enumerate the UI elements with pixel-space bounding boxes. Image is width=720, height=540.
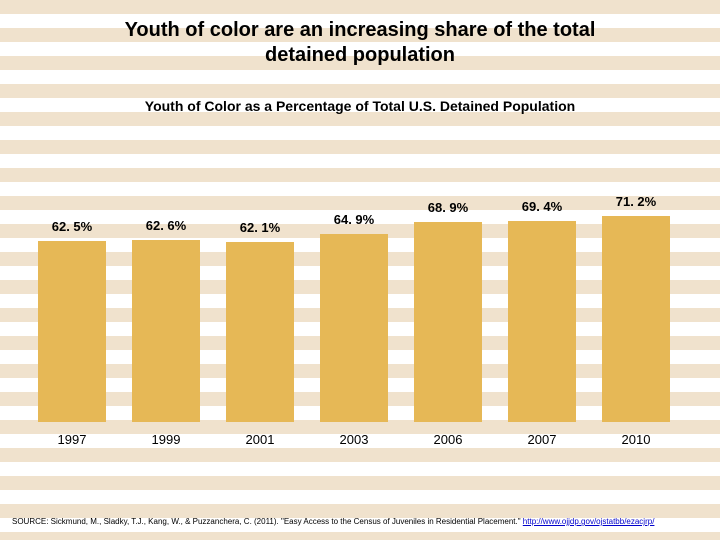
bar-slot: 62. 1%	[226, 242, 294, 422]
chart-x-axis: 1997 1999 2001 2003 2006 2007 2010	[30, 432, 690, 452]
chart-subtitle: Youth of Color as a Percentage of Total …	[30, 98, 690, 114]
x-axis-label: 2006	[414, 432, 482, 447]
slide-content: Youth of color are an increasing share o…	[0, 0, 720, 540]
bar-slot: 64. 9%	[320, 234, 388, 422]
bar	[132, 240, 200, 422]
bar-value-label: 71. 2%	[602, 194, 670, 209]
x-axis-label: 2007	[508, 432, 576, 447]
bar-value-label: 69. 4%	[508, 199, 576, 214]
bar-chart: 62. 5% 62. 6% 62. 1% 64. 9% 68. 9% 69. 4% 71. …	[30, 132, 690, 452]
bar-slot: 62. 6%	[132, 240, 200, 422]
chart-plot-area: 62. 5% 62. 6% 62. 1% 64. 9% 68. 9% 69. 4% 71. …	[30, 132, 690, 422]
bar-value-label: 68. 9%	[414, 200, 482, 215]
bar	[38, 241, 106, 422]
bar	[320, 234, 388, 422]
x-axis-label: 2010	[602, 432, 670, 447]
bar-value-label: 62. 5%	[38, 219, 106, 234]
bar-slot: 68. 9%	[414, 222, 482, 422]
bar-value-label: 62. 1%	[226, 220, 294, 235]
bar-value-label: 64. 9%	[320, 212, 388, 227]
slide-title: Youth of color are an increasing share o…	[90, 18, 630, 68]
bar-slot: 69. 4%	[508, 221, 576, 422]
x-axis-label: 1997	[38, 432, 106, 447]
bar-slot: 62. 5%	[38, 241, 106, 422]
bar	[508, 221, 576, 422]
bar	[602, 216, 670, 422]
bar	[226, 242, 294, 422]
bar-value-label: 62. 6%	[132, 218, 200, 233]
x-axis-label: 2001	[226, 432, 294, 447]
bar	[414, 222, 482, 422]
x-axis-label: 2003	[320, 432, 388, 447]
x-axis-label: 1999	[132, 432, 200, 447]
bar-slot: 71. 2%	[602, 216, 670, 422]
